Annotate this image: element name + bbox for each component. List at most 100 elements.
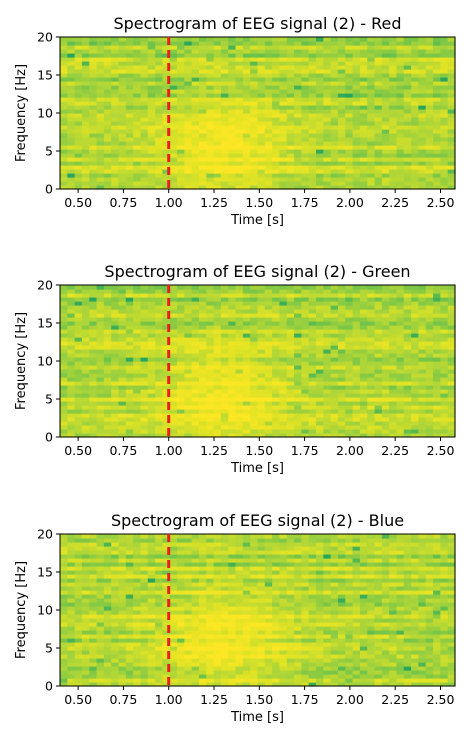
heatmap-cell	[147, 77, 156, 82]
heatmap-cell	[308, 133, 317, 138]
heatmap-cell	[60, 401, 68, 406]
heatmap-cell	[169, 393, 178, 398]
heatmap-cell	[213, 133, 222, 138]
heatmap-cell	[316, 373, 324, 378]
heatmap-cell	[125, 558, 134, 563]
heatmap-cell	[272, 429, 281, 434]
heatmap-cell	[286, 417, 295, 422]
heatmap-cell	[67, 674, 76, 679]
heatmap-cell	[403, 45, 412, 50]
heatmap-cell	[440, 65, 449, 70]
heatmap-cell	[177, 558, 185, 563]
heatmap-cell	[74, 594, 83, 599]
heatmap-cell	[74, 65, 83, 70]
heatmap-cell	[60, 181, 68, 186]
heatmap-cell	[264, 357, 273, 362]
heatmap-cell	[389, 421, 398, 426]
heatmap-cell	[67, 169, 76, 174]
heatmap-cell	[118, 618, 127, 623]
heatmap-cell	[81, 417, 90, 422]
heatmap-cell	[418, 113, 427, 118]
heatmap-cell	[316, 81, 324, 86]
heatmap-cell	[125, 562, 134, 567]
heatmap-cell	[345, 369, 354, 374]
heatmap-cell	[418, 297, 427, 302]
heatmap-cell	[111, 421, 120, 426]
heatmap-cell	[418, 93, 427, 98]
heatmap-cell	[425, 413, 434, 418]
heatmap-cell	[374, 85, 383, 90]
heatmap-cell	[140, 433, 149, 438]
heatmap-cell	[345, 401, 354, 406]
heatmap-cell	[220, 413, 229, 418]
heatmap-cell	[67, 670, 76, 675]
heatmap-cell	[294, 169, 302, 174]
heatmap-cell	[191, 586, 200, 591]
heatmap-cell	[381, 401, 390, 406]
heatmap-cell	[440, 69, 449, 74]
heatmap-cell	[345, 321, 354, 326]
heatmap-cell	[169, 149, 178, 154]
heatmap-cell	[323, 41, 332, 46]
heatmap-cell	[286, 413, 295, 418]
heatmap-cell	[425, 313, 434, 318]
heatmap-cell	[396, 389, 405, 394]
heatmap-cell	[381, 77, 390, 82]
heatmap-cell	[294, 173, 302, 178]
heatmap-cell	[433, 69, 441, 74]
heatmap-cell	[440, 301, 449, 306]
heatmap-cell	[242, 97, 251, 102]
heatmap-cell	[374, 57, 383, 62]
heatmap-cell	[220, 357, 229, 362]
heatmap-cell	[257, 153, 266, 158]
heatmap-cell	[330, 161, 339, 166]
heatmap-cell	[374, 61, 383, 66]
heatmap-cell	[433, 169, 441, 174]
heatmap-cell	[162, 297, 171, 302]
heatmap-cell	[177, 85, 185, 90]
heatmap-cell	[169, 594, 178, 599]
heatmap-cell	[220, 101, 229, 106]
heatmap-cell	[425, 325, 434, 330]
heatmap-cell	[191, 137, 200, 142]
heatmap-cell	[279, 329, 288, 334]
heatmap-cell	[330, 145, 339, 150]
heatmap-cell	[352, 61, 361, 66]
heatmap-cell	[125, 297, 134, 302]
heatmap-cell	[345, 73, 354, 78]
heatmap-cell	[125, 393, 134, 398]
heatmap-cell	[213, 161, 222, 166]
heatmap-cell	[352, 417, 361, 422]
heatmap-cell	[403, 293, 412, 298]
heatmap-cell	[264, 285, 273, 290]
heatmap-cell	[162, 301, 171, 306]
heatmap-cell	[411, 173, 420, 178]
heatmap-cell	[374, 37, 383, 42]
heatmap-cell	[418, 341, 427, 346]
heatmap-cell	[279, 37, 288, 42]
heatmap-cell	[301, 333, 310, 338]
heatmap-cell	[411, 129, 420, 134]
heatmap-cell	[337, 105, 346, 110]
heatmap-cell	[133, 321, 142, 326]
heatmap-cell	[96, 550, 105, 555]
heatmap-cell	[133, 405, 142, 410]
heatmap-cell	[323, 353, 332, 358]
heatmap-cell	[250, 113, 259, 118]
heatmap-cell	[184, 670, 193, 675]
heatmap-cell	[440, 405, 449, 410]
heatmap-cell	[191, 157, 200, 162]
heatmap-cell	[184, 658, 193, 663]
heatmap-cell	[155, 185, 163, 190]
heatmap-cell	[345, 65, 354, 70]
heatmap-cell	[103, 582, 112, 587]
heatmap-cell	[184, 369, 193, 374]
heatmap-cell	[337, 293, 346, 298]
heatmap-cell	[389, 73, 398, 78]
heatmap-cell	[433, 313, 441, 318]
heatmap-cell	[169, 153, 178, 158]
heatmap-cell	[316, 117, 324, 122]
heatmap-cell	[316, 137, 324, 142]
heatmap-cell	[111, 409, 120, 414]
heatmap-cell	[60, 610, 68, 615]
